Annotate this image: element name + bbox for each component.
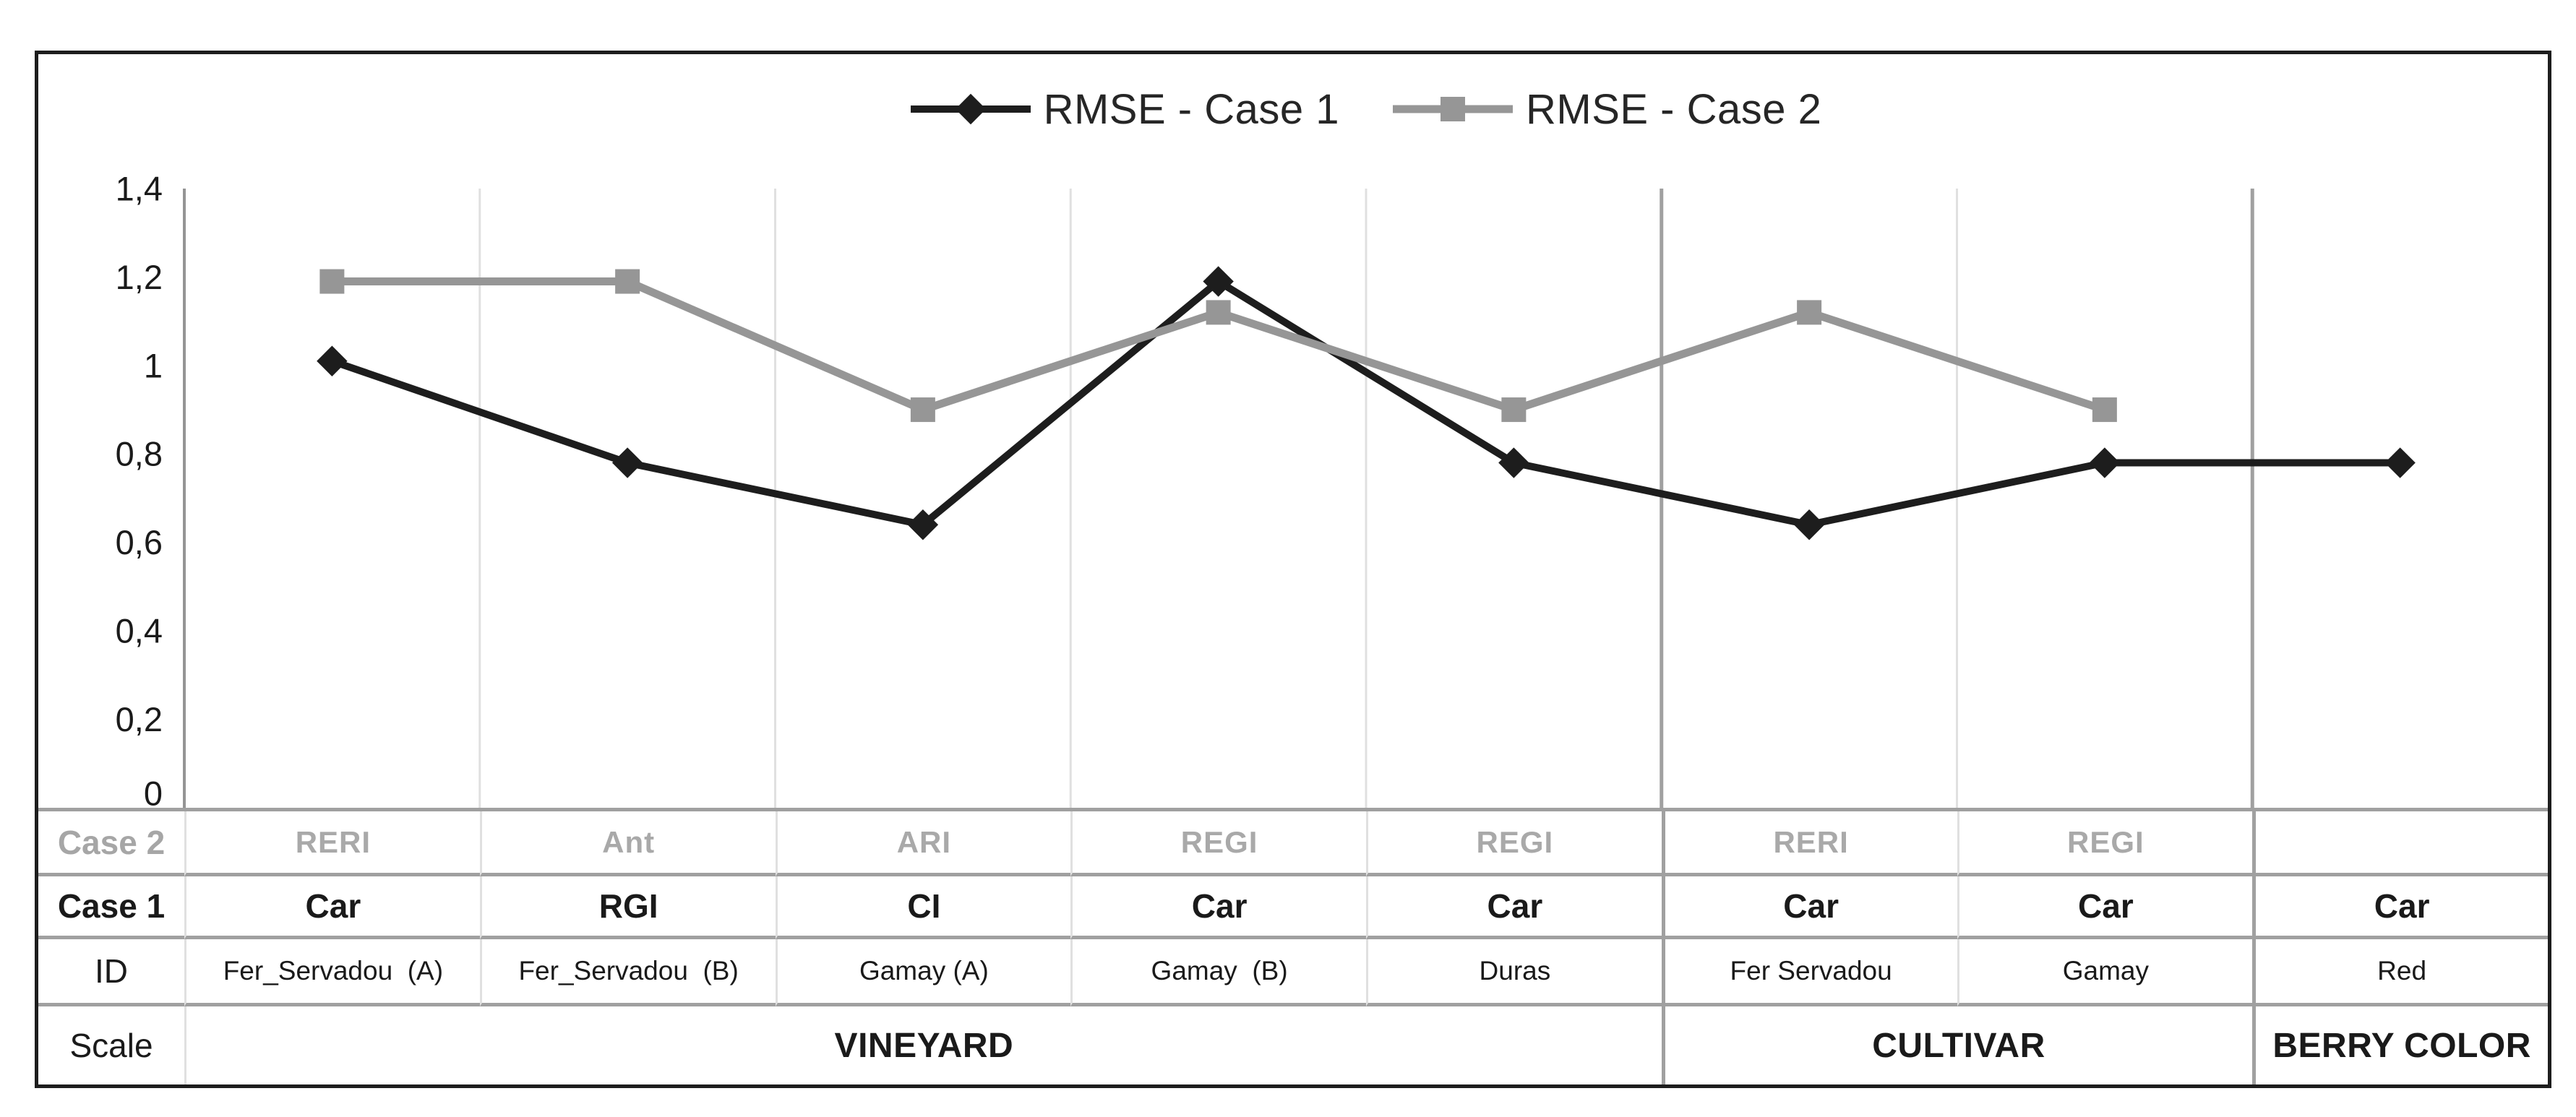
data-point-diamond xyxy=(2384,447,2416,478)
legend-item-case2: RMSE - Case 2 xyxy=(1391,85,1821,134)
data-point-diamond xyxy=(907,509,939,540)
id-cell: Gamay (A) xyxy=(775,939,1071,1006)
id-cell: Fer_Servadou (B) xyxy=(479,939,776,1006)
id-cell: Fer_Servadou (A) xyxy=(184,939,480,1006)
legend-marker-square-icon xyxy=(1391,93,1514,125)
y-axis-tick-label: 1,2 xyxy=(116,258,163,296)
case2-cell: RERI xyxy=(184,811,480,876)
case1-cell: Car xyxy=(1957,876,2253,939)
data-point-diamond xyxy=(611,447,643,478)
line-chart-plot-area: 1,4 1,2 1 0,8 0,6 0,4 0,2 0 xyxy=(116,169,2416,812)
category-table: Case 2 RERI Ant ARI REGI REGI RERI REGI … xyxy=(38,808,2548,1084)
data-point-diamond xyxy=(317,345,348,376)
scale-group-vineyard: VINEYARD xyxy=(184,1006,1662,1084)
case2-cell: REGI xyxy=(1070,811,1366,876)
case1-cell: Car xyxy=(1366,876,1662,939)
case2-cell: Ant xyxy=(479,811,776,876)
data-point-square xyxy=(319,269,345,294)
id-cell: Duras xyxy=(1366,939,1662,1006)
y-axis-tick-label: 0,6 xyxy=(116,523,163,561)
case1-cell: Car xyxy=(1661,876,1957,939)
data-point-square xyxy=(1797,300,1822,325)
legend-label-case2: RMSE - Case 2 xyxy=(1526,85,1822,133)
row-header-id: ID xyxy=(38,939,184,1006)
case2-cell: RERI xyxy=(1661,811,1957,876)
case1-cell: RGI xyxy=(479,876,776,939)
data-point-square xyxy=(615,269,640,294)
id-cell: Gamay xyxy=(1957,939,2253,1006)
case2-cell: REGI xyxy=(1957,811,2253,876)
case2-cell xyxy=(2252,811,2548,876)
scale-group-berry-color: BERRY COLOR xyxy=(2252,1006,2548,1084)
row-header-case2: Case 2 xyxy=(38,811,184,876)
data-point-square xyxy=(910,397,935,423)
case1-cell: Car xyxy=(1070,876,1366,939)
row-header-scale: Scale xyxy=(69,1027,153,1064)
case1-cell: Car xyxy=(2252,876,2548,939)
data-point-diamond xyxy=(2089,447,2121,478)
id-cell: Gamay (B) xyxy=(1070,939,1366,1006)
y-axis-tick-label: 0,8 xyxy=(116,435,163,473)
case2-cell: ARI xyxy=(775,811,1071,876)
y-axis-tick-label: 0,4 xyxy=(116,612,163,650)
row-header-case1: Case 1 xyxy=(38,876,184,939)
y-axis-tick-label: 1,4 xyxy=(116,169,163,207)
data-point-square xyxy=(1501,397,1527,423)
data-point-square xyxy=(1206,300,1231,325)
y-axis-tick-label: 0 xyxy=(144,774,163,812)
chart-legend: RMSE - Case 1 RMSE - Case 2 xyxy=(183,74,2548,144)
series-line-1 xyxy=(330,277,2400,529)
data-point-diamond xyxy=(1793,509,1825,540)
data-point-diamond xyxy=(1203,266,1234,297)
case2-cell: REGI xyxy=(1366,811,1662,876)
scale-group-cultivar: CULTIVAR xyxy=(1661,1006,2253,1084)
legend-marker-diamond-icon xyxy=(909,93,1032,125)
case1-cell: Car xyxy=(184,876,480,939)
figure-frame: RMSE - Case 1 RMSE - Case 2 1,4 1,2 1 0,8 0,… xyxy=(35,51,2551,1088)
id-cell: Fer Servadou xyxy=(1661,939,1957,1006)
y-axis-tick-label: 0,2 xyxy=(116,700,163,738)
legend-item-case1: RMSE - Case 1 xyxy=(909,85,1339,134)
legend-label-case1: RMSE - Case 1 xyxy=(1043,85,1339,133)
data-point-square xyxy=(2092,397,2117,423)
y-axis-tick-label: 1 xyxy=(144,346,163,384)
case1-cell: CI xyxy=(775,876,1071,939)
id-cell: Red xyxy=(2252,939,2548,1006)
